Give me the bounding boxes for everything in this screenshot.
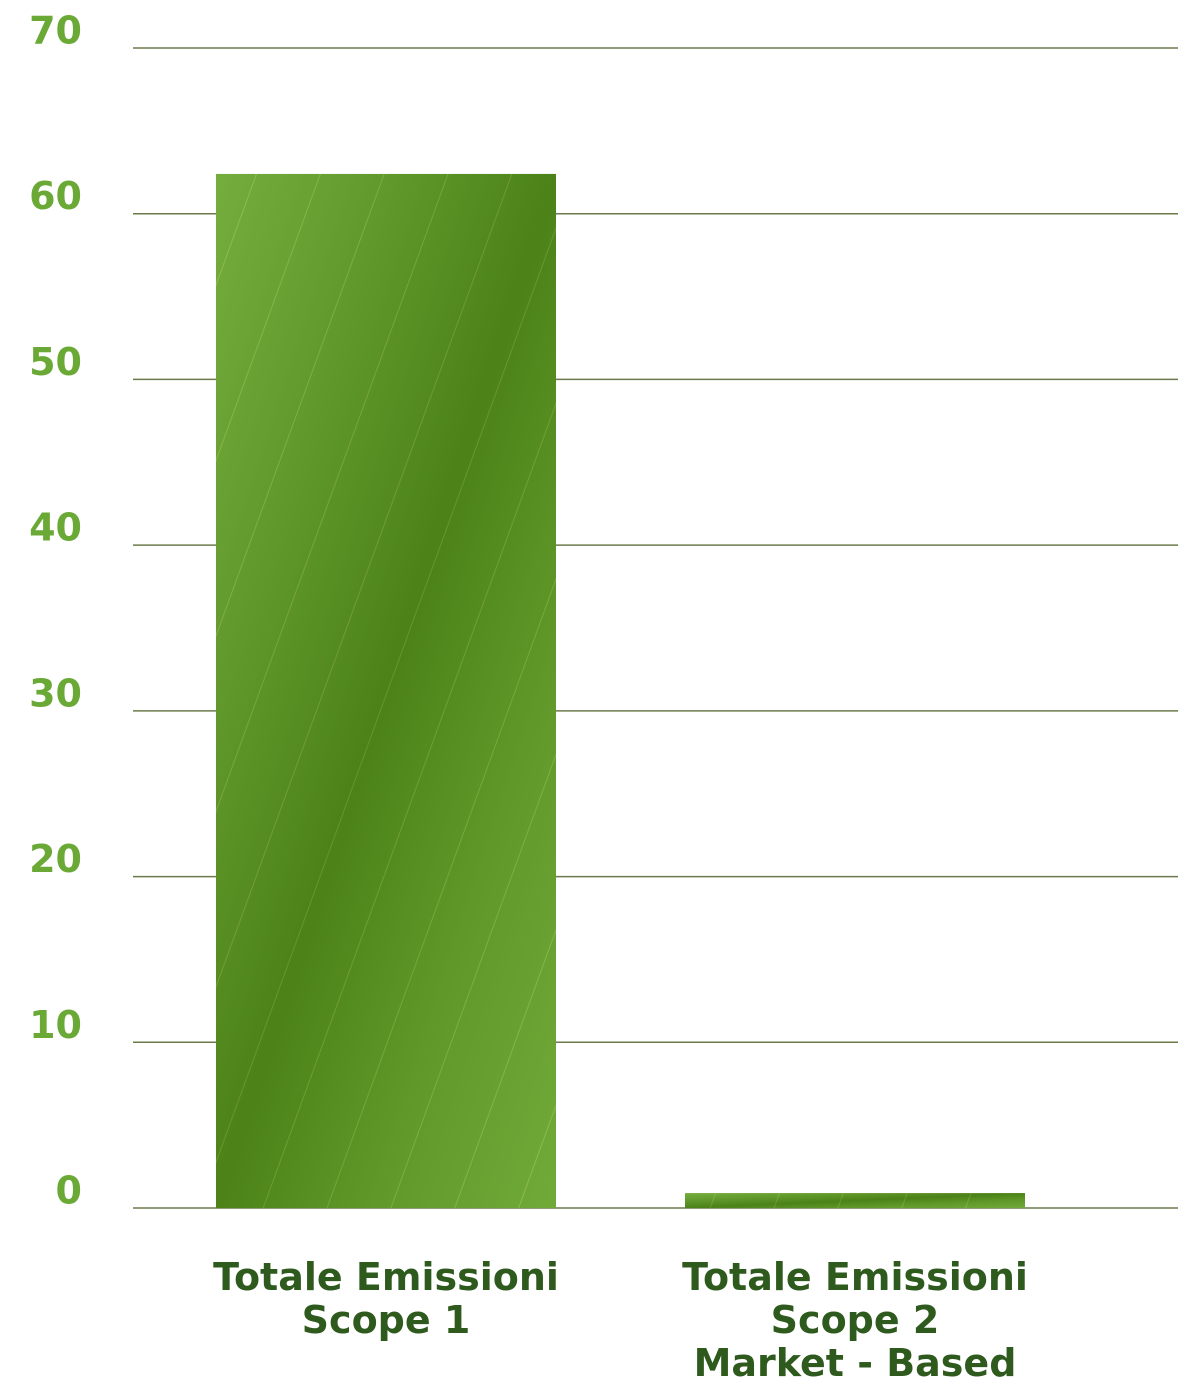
bar-shade (685, 1193, 1025, 1208)
y-tick-label: 50 (29, 340, 82, 384)
y-tick-label: 40 (29, 506, 82, 550)
y-tick-label: 30 (29, 671, 82, 715)
x-tick-label: Totale Emissioni Scope 1 (213, 1255, 559, 1342)
y-tick-label: 60 (29, 174, 82, 218)
x-tick-label: Totale Emissioni Scope 2 Market - Based (682, 1255, 1028, 1385)
y-tick-label: 70 (29, 9, 82, 53)
y-tick-label: 10 (29, 1003, 82, 1047)
y-tick-label: 20 (29, 837, 82, 881)
bar-shade (216, 173, 556, 1208)
y-tick-label: 0 (56, 1169, 82, 1213)
